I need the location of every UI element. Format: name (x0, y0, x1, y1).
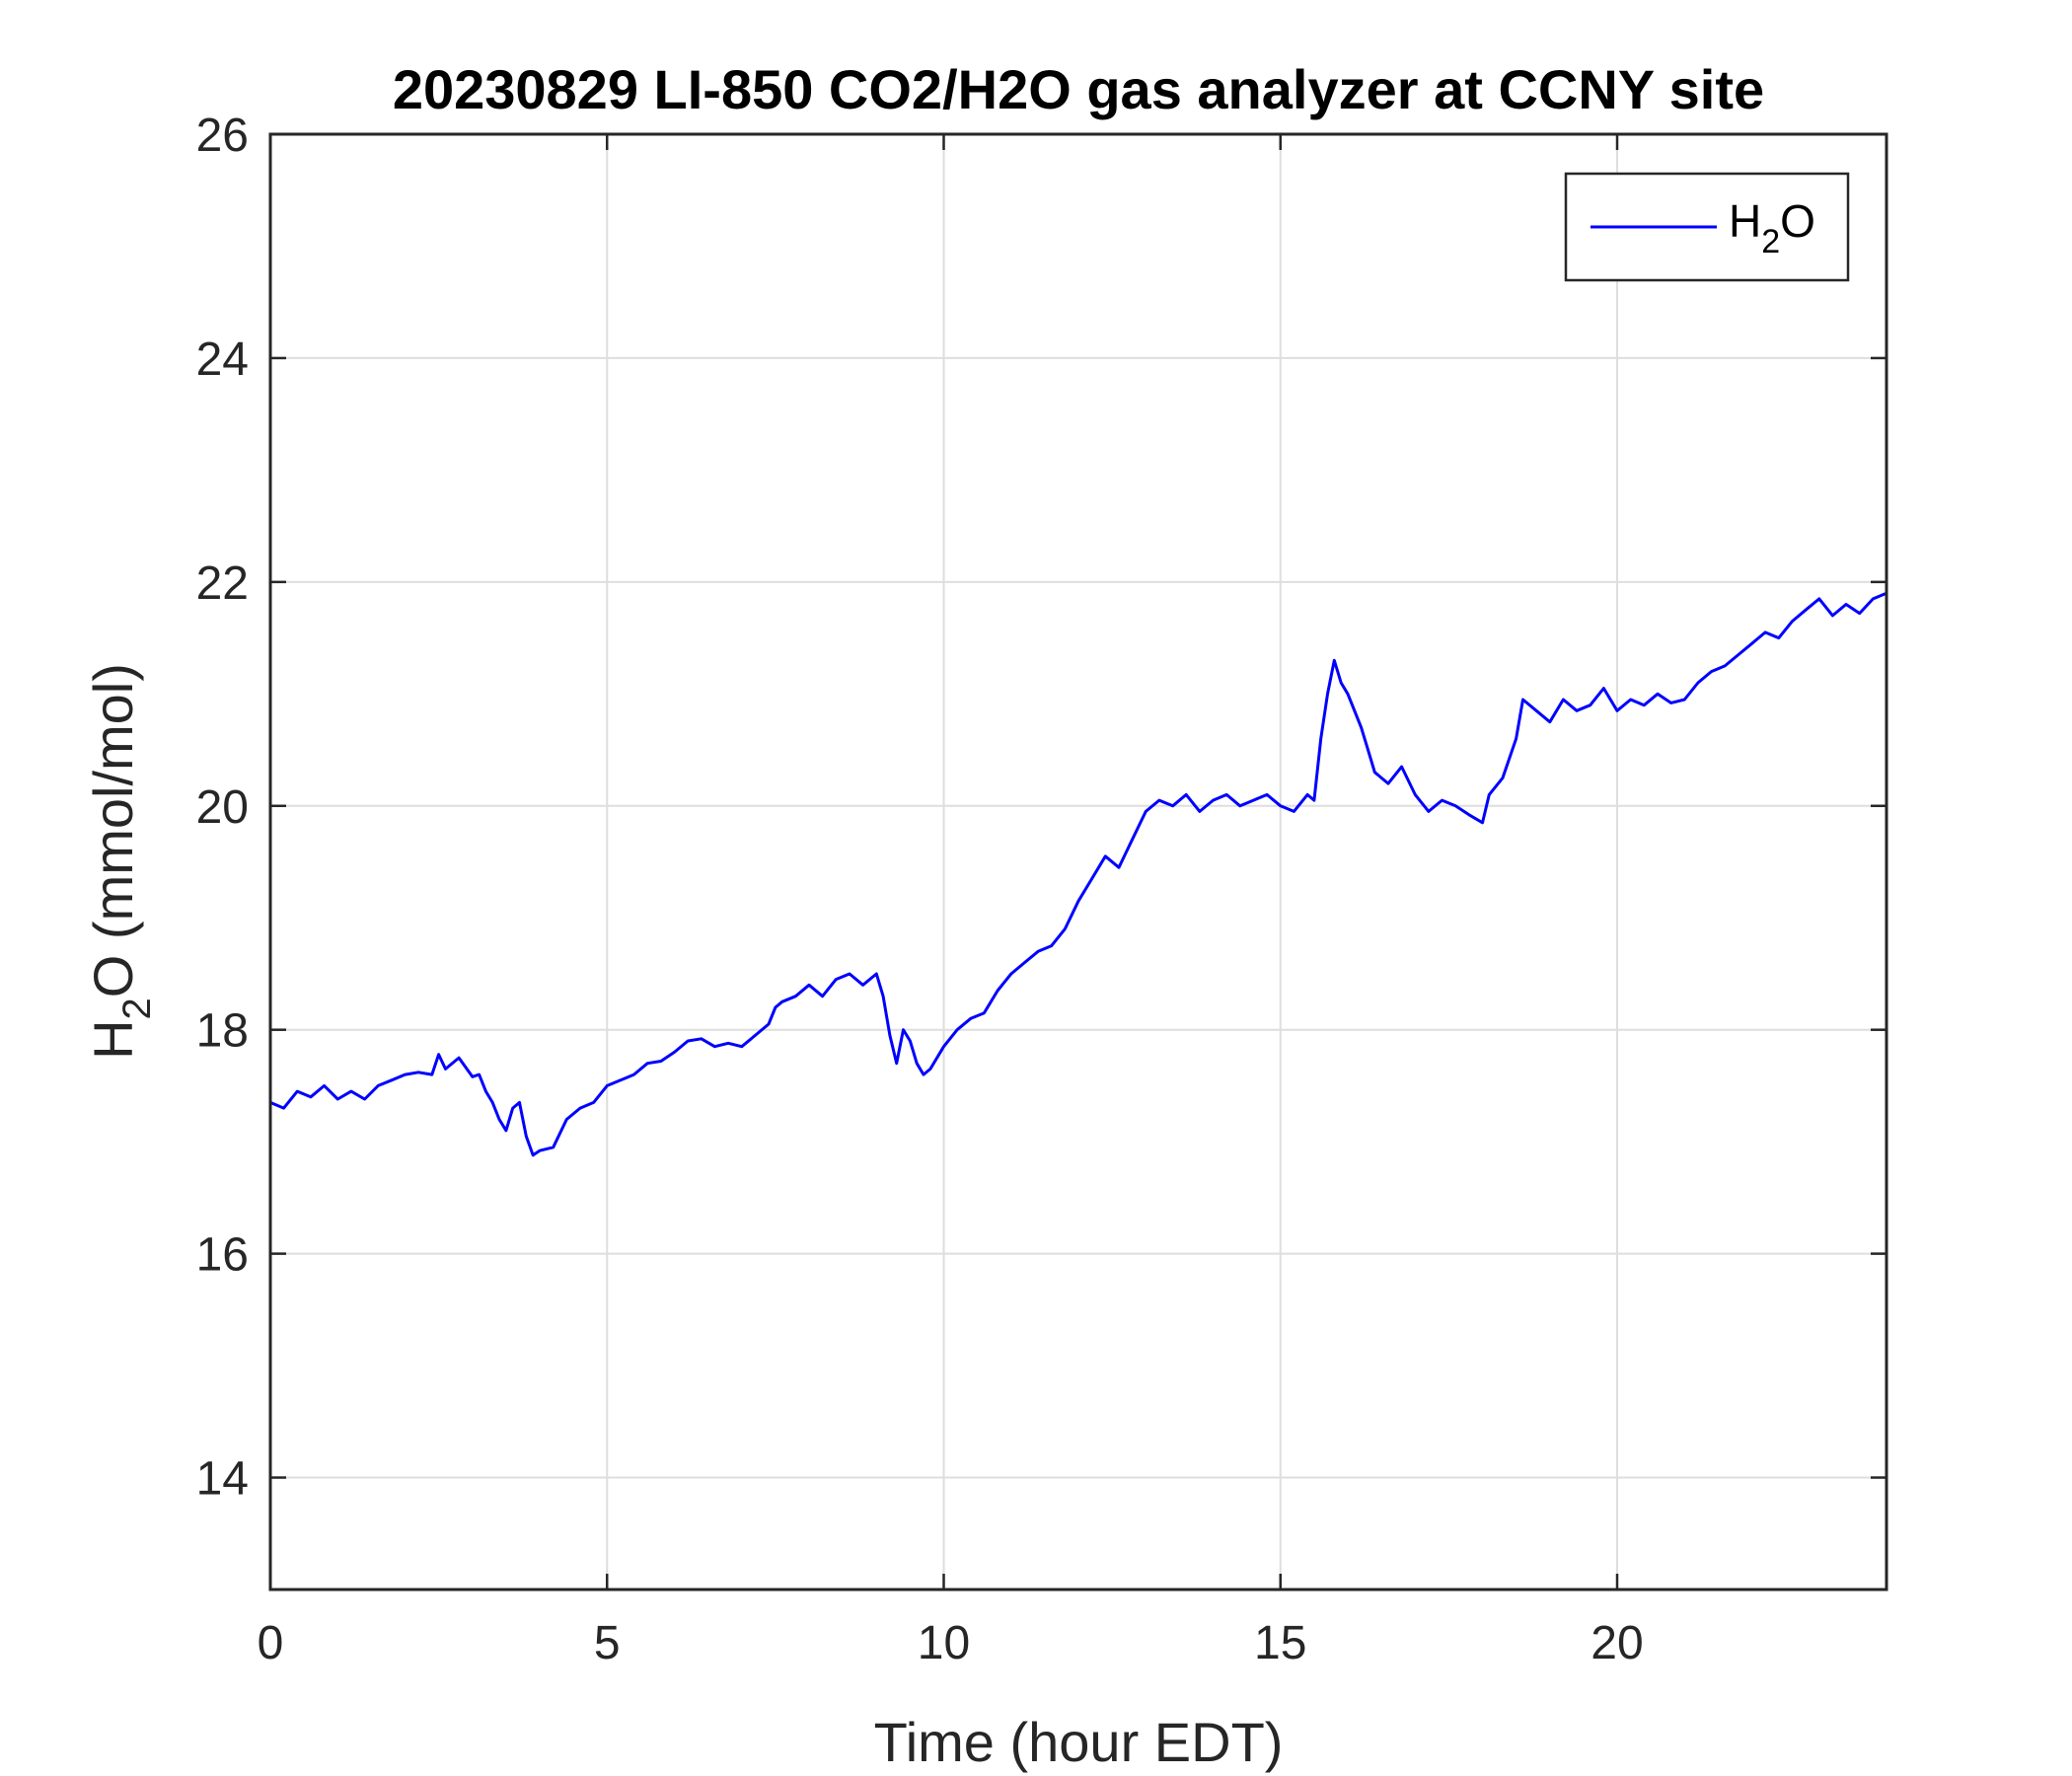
y-tick-labels: 14 16 18 20 22 24 26 (196, 110, 249, 1506)
legend: H2O (1564, 172, 1850, 282)
chart-title: 20230829 LI-850 CO2/H2O gas analyzer at … (393, 58, 1764, 120)
legend-label-subscript: 2 (1761, 223, 1780, 260)
plot-area (270, 134, 1887, 1590)
y-tick-label: 26 (196, 110, 249, 162)
y-tick-label: 18 (196, 1005, 249, 1058)
x-tick-label: 0 (258, 1617, 284, 1669)
series-line-h2o (269, 591, 1887, 1157)
y-tick-label: 14 (196, 1453, 249, 1506)
x-tick-label: 5 (594, 1617, 621, 1669)
series-layer (269, 591, 1887, 1157)
legend-label-rest: O (1780, 195, 1815, 247)
axes-frame (268, 132, 1888, 1591)
y-axis-label-rest: O (mmol/mol) (82, 663, 144, 998)
x-tick-label: 10 (918, 1617, 970, 1669)
y-axis-label-subscript: 2 (115, 998, 159, 1019)
y-axis-label: H2O (mmol/mol) (82, 663, 159, 1060)
y-axis-label-base: H (82, 1019, 144, 1059)
x-axis-label: Time (hour EDT) (874, 1711, 1284, 1773)
y-tick-label: 16 (196, 1229, 249, 1282)
x-tick-label: 20 (1591, 1617, 1643, 1669)
x-tick-labels: 0 5 10 15 20 (258, 1617, 1644, 1669)
x-tick-label: 15 (1254, 1617, 1306, 1669)
ticks (268, 132, 1887, 1590)
y-tick-label: 24 (196, 333, 249, 386)
legend-label: H2O (1729, 195, 1815, 260)
y-tick-label: 20 (196, 781, 249, 834)
grid (270, 134, 1887, 1590)
legend-label-base: H (1729, 195, 1761, 247)
y-tick-label: 22 (196, 557, 249, 610)
